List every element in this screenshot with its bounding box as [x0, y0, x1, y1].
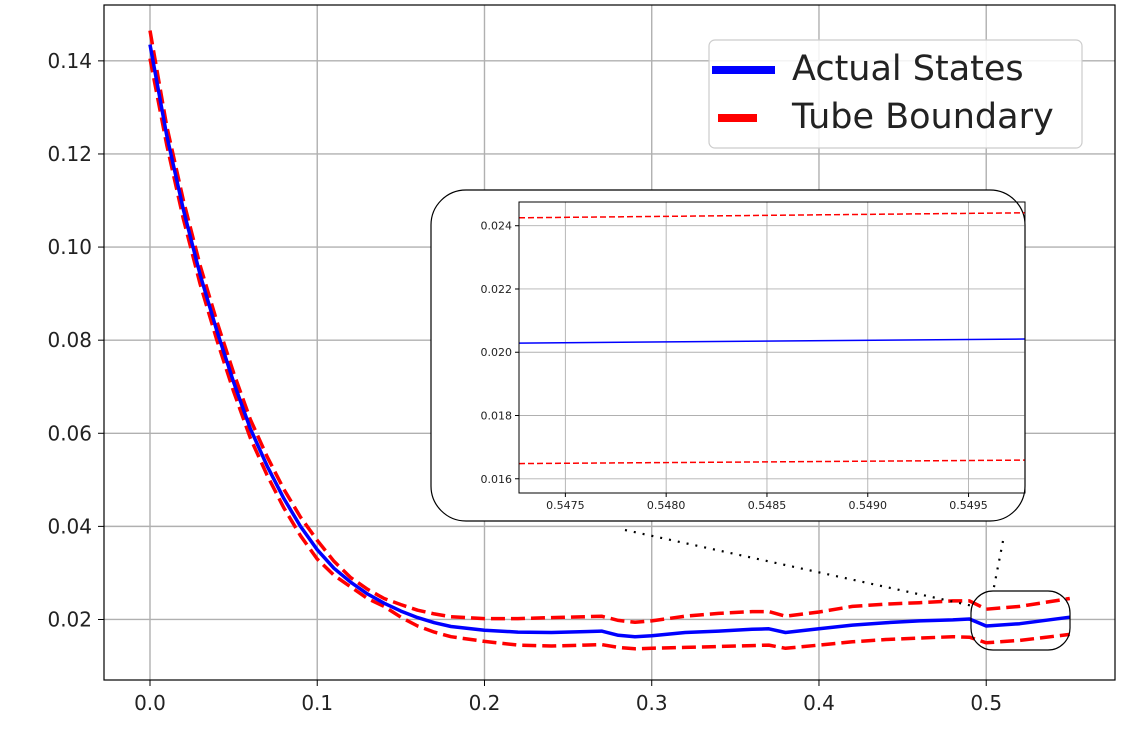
inset-series-lines: [518, 212, 1026, 465]
main-y-tick-label: 0.08: [47, 328, 92, 352]
main-x-tick-label: 0.5: [970, 691, 1002, 715]
main-x-tick-label: 0.3: [636, 691, 668, 715]
main-y-tick-label: 0.06: [47, 421, 92, 445]
inset-axes-frame: [518, 201, 1026, 494]
legend: Actual States Tube Boundary: [708, 39, 1083, 149]
inset-tube-lower-boundary-line: [518, 459, 1026, 465]
main-y-tick-label: 0.02: [47, 607, 92, 631]
legend-label-tube-boundary: Tube Boundary: [791, 97, 1054, 137]
inset-x-tick-label: 0.5495: [949, 499, 988, 512]
inset-x-tick-label: 0.5485: [748, 499, 787, 512]
main-y-axis-ticks: 0.02 0.04 0.06 0.08 0.10 0.12 0.14: [47, 49, 104, 631]
inset-x-tick-label: 0.5490: [849, 499, 888, 512]
main-x-axis-ticks: 0.0 0.1 0.2 0.3 0.4 0.5: [134, 680, 1002, 715]
main-y-tick-label: 0.14: [47, 49, 92, 73]
main-x-tick-label: 0.2: [469, 691, 501, 715]
main-x-tick-label: 0.4: [803, 691, 835, 715]
main-tube-lower-boundary-line: [148, 58, 1071, 651]
inset-y-tick-label: 0.022: [481, 283, 513, 296]
inset-tube-upper-boundary-line: [518, 212, 1026, 219]
main-x-tick-label: 0.0: [134, 691, 166, 715]
inset-y-axis-ticks: 0.016 0.018 0.020 0.022 0.024: [481, 220, 519, 486]
inset-x-axis-ticks: 0.5475 0.5480 0.5485 0.5490 0.5495: [546, 493, 988, 512]
inset-grid: [519, 202, 1025, 493]
inset-frame: [430, 189, 1026, 522]
legend-box: [708, 39, 1083, 149]
inset-plot: 0.5475 0.5480 0.5485 0.5490 0.5495 0.0160.01…: [430, 189, 1026, 522]
inset-y-tick-label: 0.024: [481, 220, 513, 233]
main-series-lines: [148, 30, 1071, 651]
main-plot-frame: [103, 4, 1116, 681]
inset-x-tick-label: 0.5475: [546, 499, 585, 512]
inset-x-tick-label: 0.5480: [647, 499, 686, 512]
zoom-region-marker: [970, 590, 1071, 651]
main-y-tick-label: 0.04: [47, 514, 92, 538]
main-y-tick-label: 0.12: [47, 142, 92, 166]
main-actual-states-line: [148, 44, 1071, 639]
inset-y-tick-label: 0.018: [481, 410, 513, 423]
main-x-tick-label: 0.1: [301, 691, 333, 715]
inset-y-tick-label: 0.020: [481, 346, 513, 359]
inset-y-tick-label: 0.016: [481, 473, 513, 486]
main-tube-upper-boundary-line: [148, 30, 1071, 625]
inset-actual-states-line: [518, 338, 1026, 344]
main-y-tick-label: 0.10: [47, 235, 92, 259]
legend-label-actual-states: Actual States: [792, 49, 1024, 89]
